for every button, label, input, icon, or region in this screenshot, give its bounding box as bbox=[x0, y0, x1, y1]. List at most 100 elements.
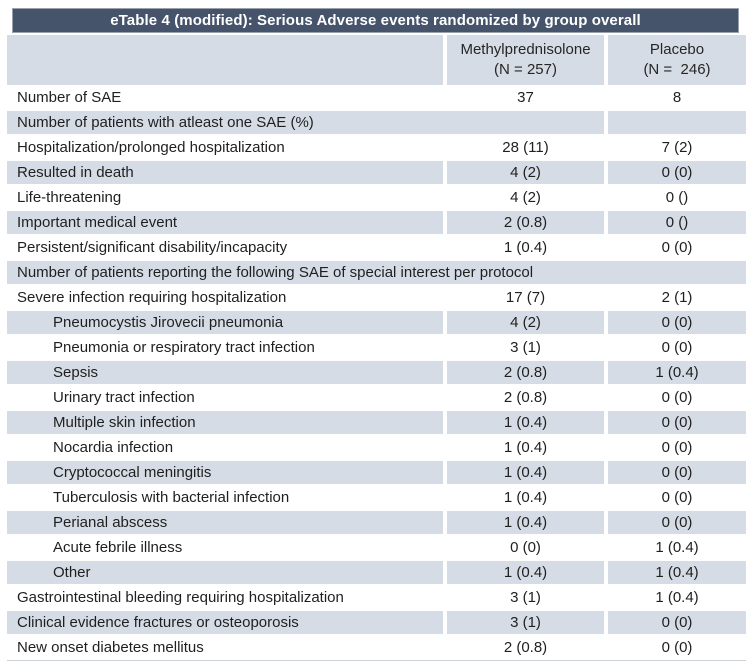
placebo-value: 0 () bbox=[665, 189, 689, 206]
header-placebo: Placebo (N = 246) bbox=[608, 35, 746, 85]
table-row: Other 1 (0.4) 1 (0.4) bbox=[7, 560, 746, 585]
placebo-value: 0 (0) bbox=[661, 389, 693, 406]
methylprednisolone-value: 3 (1) bbox=[447, 611, 604, 634]
placebo-value: 0 (0) bbox=[608, 611, 746, 634]
table-header-row: Methylprednisolone (N = 257) Placebo (N … bbox=[7, 35, 746, 85]
methylprednisolone-value: 3 (1) bbox=[510, 339, 541, 356]
table-row: Perianal abscess 1 (0.4) 0 (0) bbox=[7, 510, 746, 535]
methylprednisolone-value: 2 (0.8) bbox=[447, 361, 604, 384]
methylprednisolone-value: 17 (7) bbox=[505, 289, 546, 306]
table-row: New onset diabetes mellitus 2 (0.8) 0 (0) bbox=[7, 635, 746, 660]
table-row: Clinical evidence fractures or osteoporo… bbox=[7, 610, 746, 635]
methylprednisolone-value: 2 (0.8) bbox=[503, 639, 548, 656]
row-label: Acute febrile illness bbox=[53, 539, 183, 556]
table-row: Severe infection requiring hospitalizati… bbox=[7, 285, 746, 310]
column-n: (N = 257) bbox=[494, 61, 557, 78]
placebo-value: 0 (0) bbox=[661, 339, 693, 356]
methylprednisolone-value: 1 (0.4) bbox=[447, 461, 604, 484]
placebo-value bbox=[608, 111, 746, 134]
table-row: Tuberculosis with bacterial infection 1 (… bbox=[7, 485, 746, 510]
row-label: Cryptococcal meningitis bbox=[7, 461, 443, 484]
table-row: Acute febrile illness 0 (0) 1 (0.4) bbox=[7, 535, 746, 560]
table-title: eTable 4 (modified): Serious Adverse eve… bbox=[110, 12, 641, 29]
methylprednisolone-value: 37 bbox=[517, 89, 534, 106]
row-label: Persistent/significant disability/incapa… bbox=[17, 239, 288, 256]
placebo-value: 0 (0) bbox=[608, 461, 746, 484]
section-row: Number of patients with atleast one SAE … bbox=[7, 110, 746, 135]
table-title-bar: eTable 4 (modified): Serious Adverse eve… bbox=[12, 8, 739, 33]
methylprednisolone-value: 1 (0.4) bbox=[503, 439, 548, 456]
header-methylprednisolone: Methylprednisolone (N = 257) bbox=[447, 35, 604, 85]
row-label: Perianal abscess bbox=[7, 511, 443, 534]
placebo-value: 0 (0) bbox=[661, 239, 693, 256]
table-row: Number of SAE 37 8 bbox=[7, 85, 746, 110]
methylprednisolone-value: 1 (0.4) bbox=[447, 511, 604, 534]
row-label: Life-threatening bbox=[17, 189, 122, 206]
methylprednisolone-value: 28 (11) bbox=[502, 139, 549, 156]
methylprednisolone-value: 1 (0.4) bbox=[447, 411, 604, 434]
row-label: Urinary tract infection bbox=[53, 389, 195, 406]
placebo-value: 1 (0.4) bbox=[608, 561, 746, 584]
placebo-value: 0 (0) bbox=[661, 639, 693, 656]
placebo-value: 0 () bbox=[608, 211, 746, 234]
column-name: Methylprednisolone bbox=[460, 41, 591, 58]
methylprednisolone-value: 0 (0) bbox=[510, 539, 541, 556]
table-body: Number of SAE 37 8 Number of patients with … bbox=[7, 85, 746, 660]
column-n: (N = 246) bbox=[643, 61, 711, 78]
table-row: Multiple skin infection 1 (0.4) 0 (0) bbox=[7, 410, 746, 435]
placebo-value: 2 (1) bbox=[661, 289, 693, 306]
methylprednisolone-value: 1 (0.4) bbox=[503, 489, 548, 506]
section-label: Number of patients with atleast one SAE … bbox=[7, 111, 604, 134]
section-label: Number of patients reporting the followi… bbox=[7, 261, 746, 284]
placebo-value: 0 (0) bbox=[608, 511, 746, 534]
methylprednisolone-value: 3 (1) bbox=[510, 589, 541, 606]
table-row: Urinary tract infection 2 (0.8) 0 (0) bbox=[7, 385, 746, 410]
placebo-value: 1 (0.4) bbox=[655, 589, 699, 606]
table-row: Life-threatening 4 (2) 0 () bbox=[7, 185, 746, 210]
methylprednisolone-value: 1 (0.4) bbox=[503, 239, 548, 256]
table-row: Nocardia infection 1 (0.4) 0 (0) bbox=[7, 435, 746, 460]
table-row: Cryptococcal meningitis 1 (0.4) 0 (0) bbox=[7, 460, 746, 485]
row-label: Number of SAE bbox=[17, 89, 122, 106]
row-label: Important medical event bbox=[7, 211, 443, 234]
row-label: Multiple skin infection bbox=[7, 411, 443, 434]
placebo-value: 0 (0) bbox=[661, 489, 693, 506]
placebo-value: 0 (0) bbox=[608, 411, 746, 434]
methylprednisolone-value: 4 (2) bbox=[510, 189, 541, 206]
placebo-value: 0 (0) bbox=[608, 311, 746, 334]
row-label: Sepsis bbox=[7, 361, 443, 384]
table-row: Pneumocystis Jirovecii pneumonia 4 (2) 0 (… bbox=[7, 310, 746, 335]
row-label: Severe infection requiring hospitalizati… bbox=[17, 289, 287, 306]
row-label: Gastrointestinal bleeding requiring hosp… bbox=[17, 589, 344, 606]
placebo-value: 1 (0.4) bbox=[608, 361, 746, 384]
placebo-value: 0 (0) bbox=[608, 161, 746, 184]
sae-table: Methylprednisolone (N = 257) Placebo (N … bbox=[7, 35, 746, 661]
methylprednisolone-value: 4 (2) bbox=[447, 311, 604, 334]
table-row: Gastrointestinal bleeding requiring hosp… bbox=[7, 585, 746, 610]
methylprednisolone-value: 2 (0.8) bbox=[503, 389, 548, 406]
row-label: Pneumonia or respiratory tract infection bbox=[53, 339, 315, 356]
row-label: Hospitalization/prolonged hospitalizatio… bbox=[17, 139, 285, 156]
placebo-value: 1 (0.4) bbox=[655, 539, 699, 556]
table-row: Sepsis 2 (0.8) 1 (0.4) bbox=[7, 360, 746, 385]
row-label: New onset diabetes mellitus bbox=[17, 639, 204, 656]
row-label: Resulted in death bbox=[7, 161, 443, 184]
placebo-value: 7 (2) bbox=[661, 139, 693, 156]
column-name: Placebo bbox=[649, 41, 705, 58]
table-row: Important medical event 2 (0.8) 0 () bbox=[7, 210, 746, 235]
row-label: Nocardia infection bbox=[53, 439, 174, 456]
methylprednisolone-value: 1 (0.4) bbox=[447, 561, 604, 584]
header-label-cell bbox=[7, 35, 443, 85]
table-row: Resulted in death 4 (2) 0 (0) bbox=[7, 160, 746, 185]
table-row: Pneumonia or respiratory tract infection… bbox=[7, 335, 746, 360]
row-label: Clinical evidence fractures or osteoporo… bbox=[7, 611, 443, 634]
section-row: Number of patients reporting the followi… bbox=[7, 260, 746, 285]
placebo-value: 8 bbox=[672, 89, 682, 106]
row-label: Tuberculosis with bacterial infection bbox=[53, 489, 290, 506]
table-row: Hospitalization/prolonged hospitalizatio… bbox=[7, 135, 746, 160]
methylprednisolone-value: 2 (0.8) bbox=[447, 211, 604, 234]
methylprednisolone-value: 4 (2) bbox=[447, 161, 604, 184]
placebo-value: 0 (0) bbox=[661, 439, 693, 456]
row-label: Pneumocystis Jirovecii pneumonia bbox=[7, 311, 443, 334]
table-row: Persistent/significant disability/incapa… bbox=[7, 235, 746, 260]
